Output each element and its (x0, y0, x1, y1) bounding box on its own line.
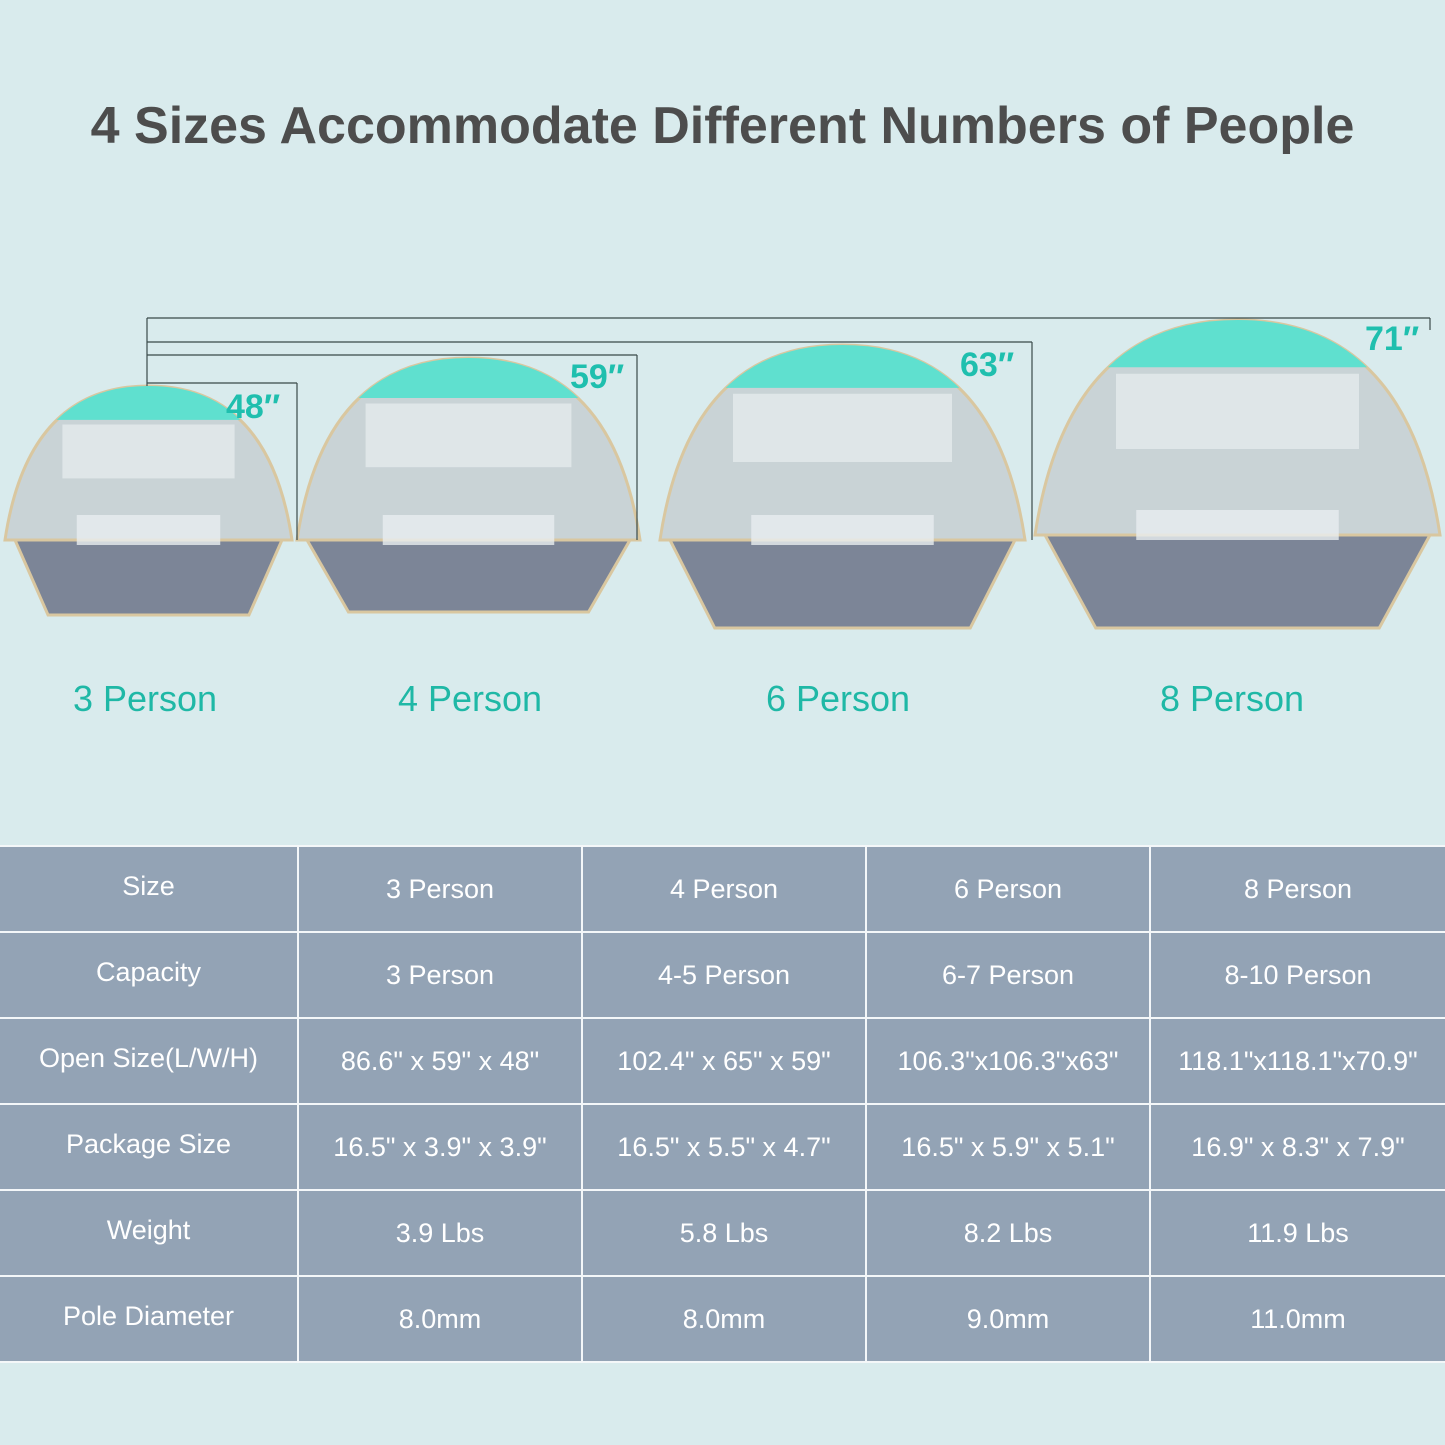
tent-floor (667, 538, 1018, 630)
tent-size-label: 3 Person (72, 678, 218, 719)
spec-table: Size 3 Person 4 Person 6 Person 8 Person Capa… (0, 845, 1445, 1363)
row-label: Pole Diameter (0, 1275, 299, 1363)
tent-window (1116, 373, 1359, 449)
tent-height-label: 71″ (1365, 320, 1420, 358)
table-cell: 6-7 Person (865, 931, 1151, 1019)
table-cell: 4 Person (581, 845, 867, 933)
tent-window (62, 424, 235, 479)
tent-floor (304, 538, 633, 614)
picnic-mat (1136, 510, 1339, 540)
table-cell: 5.8 Lbs (581, 1189, 867, 1277)
tent-height-label: 59″ (570, 358, 625, 396)
row-label: Size (0, 845, 299, 933)
tent-window (365, 403, 572, 468)
row-label: Capacity (0, 931, 299, 1019)
table-cell: 16.9" x 8.3" x 7.9" (1149, 1103, 1445, 1191)
tent-window (733, 393, 952, 462)
tent-height-label: 63″ (960, 346, 1015, 384)
tent-illustrations (3, 317, 1442, 630)
tent-size-label: 4 Person (397, 678, 543, 719)
tent-canopy (725, 345, 960, 388)
tent-size-label: 8 Person (1159, 678, 1305, 719)
table-cell: 118.1"x118.1"x70.9" (1149, 1017, 1445, 1105)
picnic-mat (76, 515, 221, 545)
table-row: Capacity 3 Person 4-5 Person 6-7 Person 8-10… (0, 931, 1445, 1019)
picnic-mat (751, 515, 934, 545)
table-cell: 8.0mm (581, 1275, 867, 1363)
table-row: Pole Diameter 8.0mm 8.0mm 9.0mm 11.0mm (0, 1275, 1445, 1363)
table-row: Weight 3.9 Lbs 5.8 Lbs 8.2 Lbs 11.9 Lbs (0, 1189, 1445, 1277)
table-row: Package Size 16.5" x 3.9" x 3.9" 16.5" x 5… (0, 1103, 1445, 1191)
table-cell: 8.0mm (297, 1275, 583, 1363)
tent-canopy (1107, 320, 1368, 368)
table-header-row: Size 3 Person 4 Person 6 Person 8 Person (0, 845, 1445, 933)
table-cell: 16.5" x 5.5" x 4.7" (581, 1103, 867, 1191)
table-cell: 86.6" x 59" x 48" (297, 1017, 583, 1105)
table-cell: 3 Person (297, 845, 583, 933)
table-cell: 102.4" x 65" x 59" (581, 1017, 867, 1105)
table-row: Open Size(L/W/H) 86.6" x 59" x 48" 102.4" … (0, 1017, 1445, 1105)
tent-canopy (56, 386, 241, 420)
table-cell: 8-10 Person (1149, 931, 1445, 1019)
tent-height-label: 48″ (226, 388, 281, 426)
table-cell: 8.2 Lbs (865, 1189, 1151, 1277)
tent-size-label: 6 Person (765, 678, 911, 719)
row-label: Weight (0, 1189, 299, 1277)
row-label: Open Size(L/W/H) (0, 1017, 299, 1105)
table-cell: 4-5 Person (581, 931, 867, 1019)
table-cell: 8 Person (1149, 845, 1445, 933)
table-cell: 3.9 Lbs (297, 1189, 583, 1277)
table-cell: 11.0mm (1149, 1275, 1445, 1363)
table-cell: 9.0mm (865, 1275, 1151, 1363)
table-cell: 3 Person (297, 931, 583, 1019)
table-cell: 11.9 Lbs (1149, 1189, 1445, 1277)
table-cell: 16.5" x 3.9" x 3.9" (297, 1103, 583, 1191)
tent-floor (1042, 533, 1433, 630)
tent-floor (12, 538, 285, 617)
row-label: Package Size (0, 1103, 299, 1191)
tent-canopy (358, 358, 579, 399)
table-cell: 16.5" x 5.9" x 5.1" (865, 1103, 1151, 1191)
picnic-mat (382, 515, 555, 545)
table-cell: 6 Person (865, 845, 1151, 933)
page-title: 4 Sizes Accommodate Different Numbers of… (90, 97, 1355, 155)
table-cell: 106.3"x106.3"x63" (865, 1017, 1151, 1105)
